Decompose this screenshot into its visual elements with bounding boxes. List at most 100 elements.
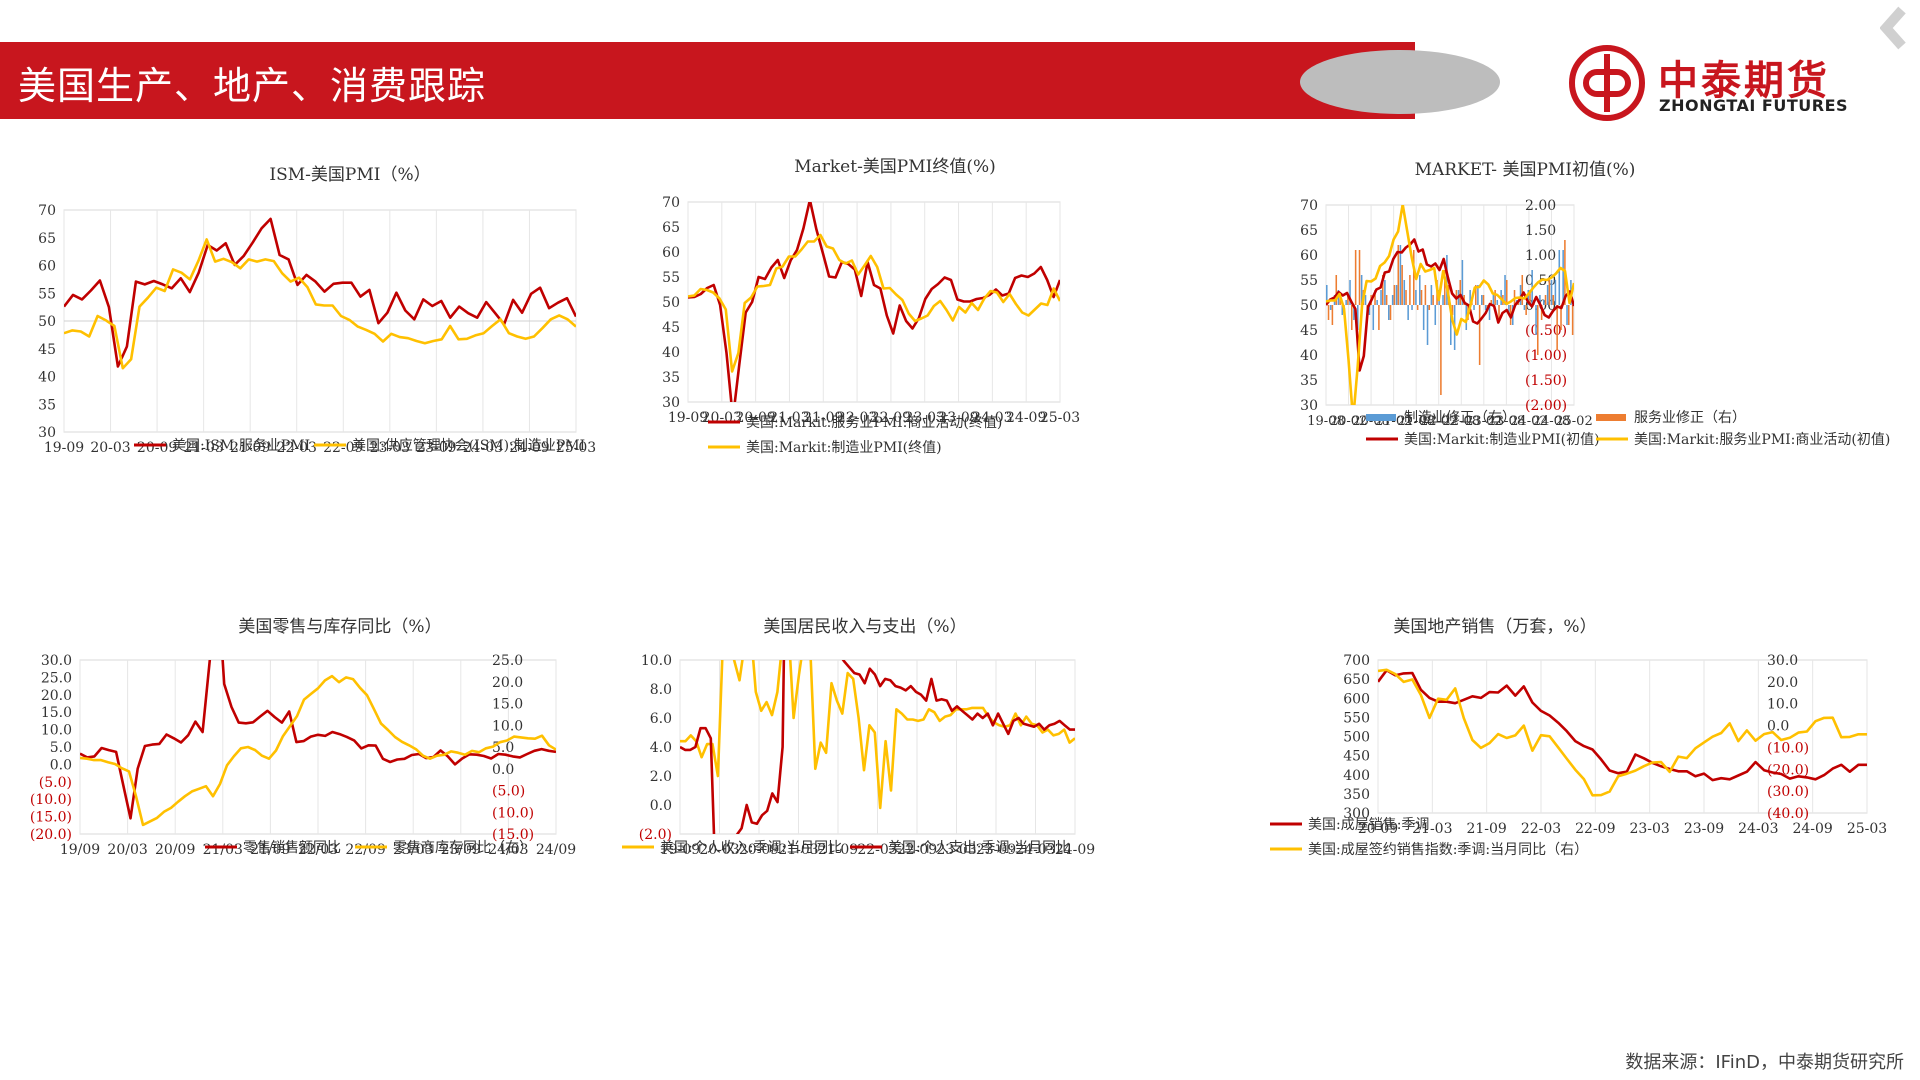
y-tick-label: 55 <box>1300 273 1318 289</box>
legend-label: 美国:个人支出:季调:当月同比 <box>888 840 1070 856</box>
chart-markit-pmi-final: 19-0920-0320-0921-0321-0922-0322-0923-03… <box>662 195 1080 456</box>
x-tick-label: 20-02 <box>1330 414 1367 429</box>
series-line-2 <box>1378 668 1867 797</box>
chart-title-markit-final: Market-美国PMI终值(%) <box>794 157 996 177</box>
x-tick-label: 23-09 <box>976 842 1016 858</box>
legend-label: 美国:Markit:服务业PMI:商业活动(终值) <box>746 415 1002 431</box>
bar-mfg-revision <box>1488 305 1491 320</box>
x-tick-label: 24-09 <box>1792 821 1832 837</box>
y-tick-label: 4.0 <box>650 740 672 756</box>
legend-swatch <box>1366 414 1396 421</box>
y-tick-label: 350 <box>1343 787 1370 803</box>
bar-mfg-revision <box>1492 295 1495 305</box>
x-tick-label: 21-09 <box>230 440 270 456</box>
x-tick-label: 21/03 <box>203 842 243 858</box>
y-tick-label: 8.0 <box>650 682 672 698</box>
bar-mfg-revision <box>1434 305 1437 325</box>
y-tick-label: 0.0 <box>50 757 72 773</box>
x-tick-label: 20-09 <box>1358 821 1398 837</box>
y2-tick-label: (2.00) <box>1525 398 1567 414</box>
bar-mfg-revision <box>1562 250 1564 305</box>
y-tick-label: 65 <box>662 220 680 236</box>
y2-tick-label: (40.0) <box>1767 806 1809 822</box>
bar-mfg-revision <box>1399 245 1402 305</box>
y-tick-label: 650 <box>1343 672 1370 688</box>
bar-svc-revision <box>1525 305 1527 315</box>
y2-tick-label: 20.0 <box>492 675 523 691</box>
y-tick-label: 15.0 <box>41 705 72 721</box>
series-line-1 <box>80 660 556 820</box>
bar-mfg-revision <box>1535 305 1537 335</box>
legend-label: 制造业修正（右） <box>1404 410 1516 426</box>
bar-mfg-revision <box>1364 295 1367 305</box>
y-tick-label: 500 <box>1343 730 1370 746</box>
y2-tick-label: 20.0 <box>1767 675 1798 691</box>
x-tick-label: 22-02 <box>1420 414 1457 429</box>
x-tick-label: 19-09 <box>668 410 708 426</box>
x-tick-label: 22/03 <box>298 842 338 858</box>
plot-series-group <box>1378 668 1867 797</box>
bar-mfg-revision <box>1426 305 1429 345</box>
bar-svc-revision <box>1374 290 1376 305</box>
y-tick-label: 45 <box>662 320 680 336</box>
y-tick-label: 20.0 <box>41 688 72 704</box>
bar-svc-revision <box>1540 305 1543 320</box>
series-line-2 <box>1326 205 1574 405</box>
y-tick-label: 450 <box>1343 749 1370 765</box>
bar-mfg-revision <box>1391 295 1394 305</box>
y-tick-label: 70 <box>38 203 56 219</box>
bar-svc-revision <box>1428 305 1431 310</box>
y2-tick-label: 1.50 <box>1525 223 1556 239</box>
y-tick-label: 30.0 <box>41 653 72 669</box>
x-tick-label: 23-03 <box>370 440 410 456</box>
x-tick-label: 22-09 <box>897 842 937 858</box>
logo-text-en: ZHONGTAI FUTURES <box>1659 96 1849 115</box>
x-tick-label: 25-03 <box>1847 821 1887 837</box>
bar-svc-revision <box>1505 280 1508 305</box>
series-line-1 <box>680 660 1075 810</box>
bar-mfg-revision <box>1477 285 1479 305</box>
x-tick-label: 21/09 <box>250 842 290 858</box>
x-tick-label: 24-09 <box>1006 410 1046 426</box>
bar-svc-revision <box>1544 295 1547 305</box>
page-title: 美国生产、地产、消费跟踪 <box>18 64 487 108</box>
y-tick-label: 10.0 <box>41 723 72 739</box>
bar-svc-revision <box>1347 295 1349 305</box>
y-tick-label: 10.0 <box>641 653 672 669</box>
y-tick-label: 400 <box>1343 768 1370 784</box>
bar-mfg-revision <box>1329 305 1332 310</box>
x-tick-label: 19-09 <box>44 440 84 456</box>
series-line-2 <box>688 233 1060 373</box>
data-source-note: 数据来源：IFinD，中泰期货研究所 <box>1625 1052 1904 1073</box>
bar-svc-revision <box>1459 280 1462 305</box>
y2-tick-label: (1.50) <box>1525 373 1567 389</box>
y2-tick-label: (15.0) <box>492 827 534 843</box>
x-tick-label: 19-08 <box>1307 414 1344 429</box>
legend-swatch <box>1596 414 1626 421</box>
y2-tick-label: 10.0 <box>492 718 523 734</box>
bar-mfg-revision <box>1543 300 1545 305</box>
chart-housing-sales: 20-09 21-03 21-09 22-03 22-09 23-03 23-09 24-03… <box>1270 653 1887 858</box>
series-line-2 <box>80 674 556 827</box>
bar-mfg-revision <box>1446 255 1448 305</box>
y-tick-label: 60 <box>662 245 680 261</box>
y-tick-label: 40 <box>662 345 680 361</box>
y2-tick-label: 25.0 <box>492 653 523 669</box>
bar-svc-revision <box>1478 305 1481 365</box>
x-tick-label: 24-09 <box>509 440 549 456</box>
y2-tick-label: 0.0 <box>492 762 514 778</box>
x-tick-label: 22/09 <box>345 842 385 858</box>
bar-mfg-revision <box>1415 290 1417 305</box>
bar-svc-revision <box>1405 290 1407 305</box>
bar-mfg-revision <box>1357 305 1359 330</box>
bar-mfg-revision <box>1349 280 1351 305</box>
x-tick-label: 21-09 <box>803 410 843 426</box>
plot-series-group <box>64 217 576 370</box>
bar-mfg-revision <box>1550 280 1553 305</box>
legend-label: 美国:ISM:服务业PMI <box>172 438 310 454</box>
x-tick-label: 21-09 <box>818 842 858 858</box>
y-tick-label: (5.0) <box>39 775 72 791</box>
chart-title-markit-flash: MARKET- 美国PMI初值(%) <box>1414 160 1636 180</box>
chart-title-income: 美国居民收入与支出（%） <box>763 617 967 637</box>
y-tick-label: 60 <box>38 259 56 275</box>
